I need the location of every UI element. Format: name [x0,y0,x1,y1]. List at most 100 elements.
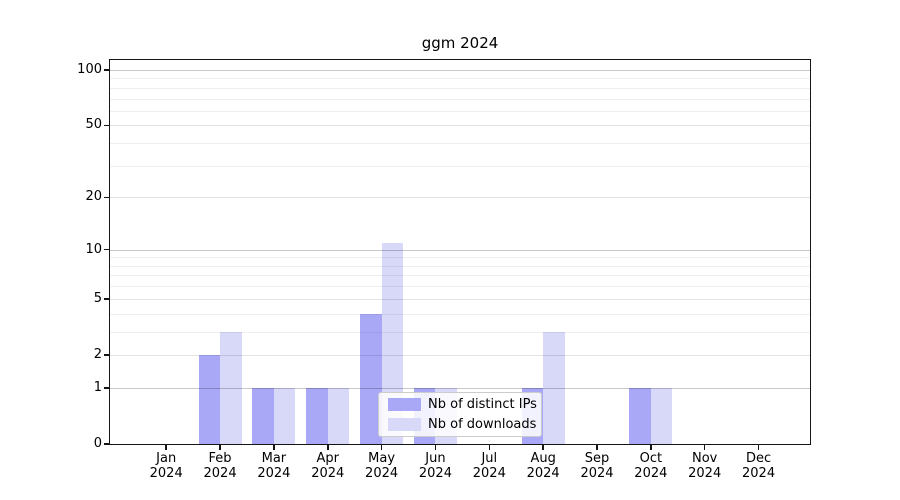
bar-downloads-mar [273,387,296,444]
month-label: Dec [745,451,772,466]
bar-distinct-ips-feb [198,354,221,444]
legend-label-distinct-ips: Nb of distinct IPs [428,397,537,412]
month-label: Jul [481,451,498,466]
chart-title: ggm 2024 [421,34,499,52]
minor-gridline-6 [110,286,810,288]
bar-distinct-ips-may [360,313,382,444]
minor-gridline-9 [110,257,810,259]
major-gridline-50 [110,125,810,127]
x-tick-nov [703,445,706,450]
x-tick-label-dec: Dec 2024 [724,451,794,481]
month-label: Jun [425,451,446,466]
minor-gridline-3 [110,331,810,333]
x-tick-label-jun: Jun 2024 [400,451,470,481]
month-label: Sep [584,451,610,466]
major-gridline-20 [110,197,810,199]
x-tick-label-apr: Apr 2024 [293,451,363,481]
legend-item-distinct-ips: Nb of distinct IPs [379,396,541,413]
year-label: 2024 [580,466,614,481]
bar-downloads-aug [543,331,565,444]
x-tick-label-sep: Sep 2024 [562,451,632,481]
legend-swatch-downloads [388,418,421,431]
major-gridline-2 [110,354,810,356]
y-tick-5 [104,298,109,300]
month-label: Mar [261,451,287,466]
x-tick-jun [434,445,437,450]
x-tick-aug [542,445,544,450]
month-label: Nov [692,451,718,466]
major-gridline-100 [110,69,810,71]
month-label: Jan [156,451,177,466]
x-tick-mar [273,445,275,450]
year-label: 2024 [472,466,506,481]
year-label: 2024 [149,466,183,481]
bar-downloads-feb [220,331,242,444]
month-label: May [368,451,396,466]
minor-gridline-4 [110,313,810,315]
y-tick-50 [104,124,109,127]
legend-label-downloads: Nb of downloads [428,417,537,432]
x-tick-label-nov: Nov 2024 [670,451,740,481]
minor-gridline-7 [110,275,810,277]
x-tick-label-aug: Aug 2024 [508,451,578,481]
y-tick-100 [104,69,109,71]
bar-downloads-oct [650,387,673,444]
x-tick-label-feb: Feb 2024 [185,451,255,481]
bar-downloads-apr [327,387,350,444]
y-tick-label-100: 100 [77,61,102,77]
bar-distinct-ips-oct [629,387,651,444]
y-tick-10 [104,248,109,251]
x-tick-jan [165,445,167,450]
x-tick-label-oct: Oct 2024 [616,451,686,481]
year-label: 2024 [365,466,399,481]
y-tick-0 [104,443,109,445]
year-label: 2024 [311,466,345,481]
y-tick-20 [104,196,109,199]
x-tick-label-jan: Jan 2024 [131,451,201,481]
x-tick-label-mar: Mar 2024 [239,451,309,481]
major-gridline-5 [110,298,810,300]
minor-gridline-80 [110,87,810,89]
month-label: Oct [639,451,663,466]
x-tick-jul [488,445,491,450]
y-tick-2 [104,354,109,356]
minor-gridline-8 [110,265,810,267]
x-tick-may [380,445,383,450]
year-label: 2024 [418,466,452,481]
year-label: 2024 [203,466,237,481]
year-label: 2024 [634,466,668,481]
y-tick-label-5: 5 [93,290,102,306]
legend-swatch-distinct-ips [388,398,421,411]
major-gridline-1 [110,387,810,389]
plot-area: Nb of distinct IPs Nb of downloads [108,58,811,445]
month-label: Aug [530,451,556,466]
y-tick-label-2: 2 [93,346,102,362]
bar-distinct-ips-mar [252,387,274,444]
month-label: Apr [316,451,340,466]
legend: Nb of distinct IPs Nb of downloads [378,392,542,437]
x-tick-sep [596,445,598,450]
y-tick-label-20: 20 [85,189,102,205]
x-tick-label-jul: Jul 2024 [454,451,524,481]
year-label: 2024 [526,466,560,481]
y-tick-label-0: 0 [93,436,102,451]
x-tick-feb [219,445,221,450]
x-tick-apr [327,445,329,450]
year-label: 2024 [742,466,776,481]
y-tick-label-50: 50 [85,117,102,133]
bar-distinct-ips-apr [306,387,328,444]
x-tick-label-may: May 2024 [347,451,417,481]
month-label: Feb [208,451,232,466]
minor-gridline-90 [110,78,810,80]
y-tick-label-10: 10 [85,241,102,257]
x-tick-oct [650,445,652,450]
y-tick-label-1: 1 [93,379,102,395]
minor-gridline-70 [110,98,810,100]
minor-gridline-60 [110,110,810,112]
x-tick-dec [757,445,760,450]
minor-gridline-30 [110,165,810,167]
year-label: 2024 [688,466,722,481]
y-tick-1 [104,387,109,389]
legend-item-downloads: Nb of downloads [379,416,541,433]
